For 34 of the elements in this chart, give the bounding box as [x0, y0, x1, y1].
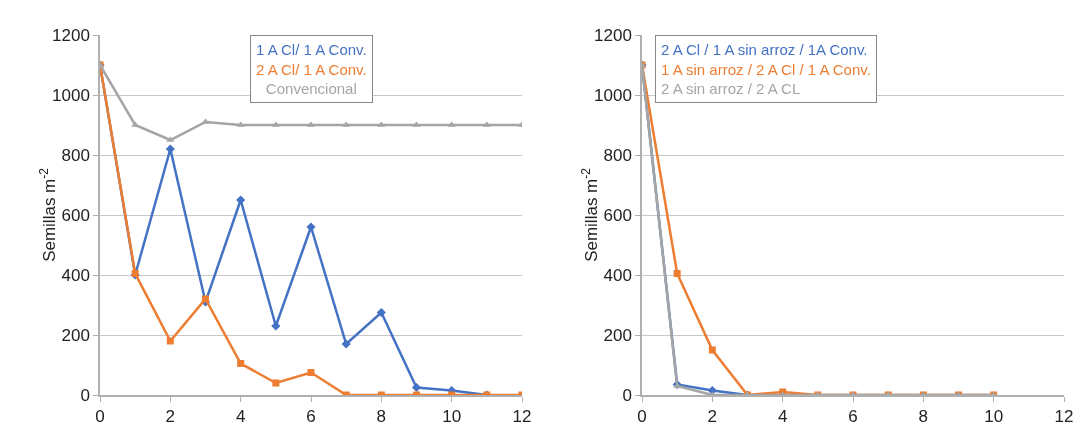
y-tick-label: 600 [603, 205, 632, 225]
y-tick-label: 0 [622, 385, 632, 405]
y-tick-label: 600 [61, 205, 90, 225]
x-tick-label: 6 [848, 407, 858, 427]
x-tick-label: 6 [306, 407, 316, 427]
y-tick-label: 0 [80, 385, 90, 405]
series-label: 1 A sin arroz / 2 A Cl / 1 A Conv. [661, 60, 871, 78]
x-tick-label: 8 [918, 407, 929, 427]
y-tick-label: 800 [61, 145, 90, 165]
x-tick-label: 10 [984, 407, 1004, 427]
series-label: 2 A Cl / 1 A sin arroz / 1A Conv. [661, 41, 868, 58]
text: 2 A Cl/ 1 A Conv. [256, 60, 367, 78]
x-tick-label: 2 [165, 407, 176, 427]
x-tick-label: 8 [376, 407, 387, 427]
series-label: 2 A sin arroz / 2 A CL [661, 80, 801, 97]
y-tick-label: 1200 [52, 25, 90, 45]
x-tick-label: 4 [235, 407, 246, 427]
y-tick-label: 400 [603, 265, 632, 285]
y-tick-label: 1000 [594, 85, 632, 105]
x-tick-label: 4 [777, 407, 788, 427]
x-tick-label: 2 [707, 407, 718, 427]
text: 1 A Cl/ 1 A Conv. [256, 41, 367, 58]
x-tick-label: 12 [1054, 407, 1074, 427]
y-tick-label: 1200 [594, 25, 632, 45]
x-tick-label: 0 [95, 407, 105, 427]
y-tick-label: 1000 [52, 85, 90, 105]
x-tick-label: 0 [637, 407, 647, 427]
series-label: Convencional [265, 80, 357, 97]
y-tick-label: 200 [603, 325, 632, 345]
x-tick-label: 12 [512, 407, 532, 427]
y-tick-label: 800 [603, 145, 632, 165]
y-tick-label: 400 [61, 265, 90, 285]
y-tick-label: 200 [61, 325, 90, 345]
x-tick-label: 10 [442, 407, 462, 427]
